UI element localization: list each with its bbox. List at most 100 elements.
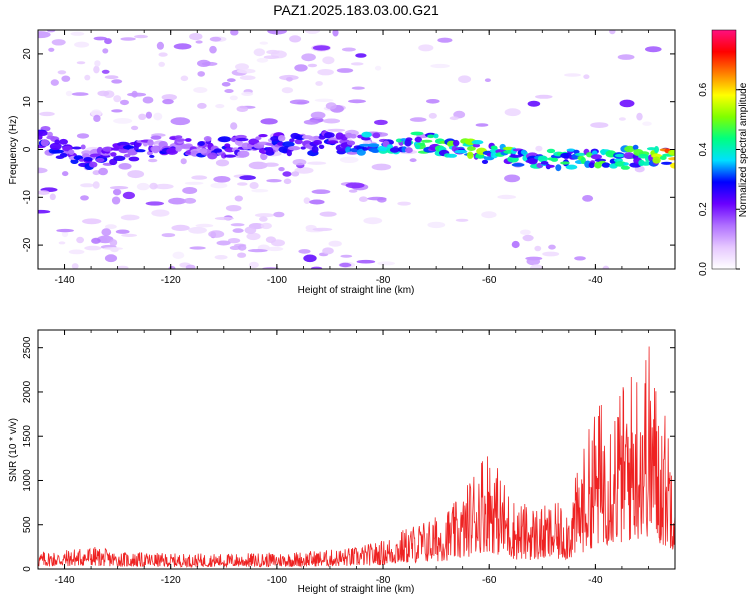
spectrogram-ridge-blob [70, 158, 79, 164]
spectrogram-ridge-blob [661, 161, 673, 165]
spectrogram-blob [94, 60, 101, 67]
spectrogram-blob [210, 182, 228, 189]
spectrogram-blob [377, 261, 396, 266]
spectrogram-blob [341, 47, 356, 52]
colorbar-tick-label: 0.0 [698, 262, 709, 276]
spectrogram-ridge-blob [467, 151, 474, 159]
spectrogram-blob [197, 71, 205, 77]
spectrogram-blob [105, 224, 117, 230]
spectrogram-ridge-blob [83, 157, 93, 162]
spectrogram-blob [104, 75, 119, 80]
spectrogram-ridge-blob [346, 151, 359, 155]
spectrogram-blob [158, 61, 165, 67]
spectrogram-blob [65, 90, 73, 97]
spectrogram-blob [148, 158, 158, 163]
spectrogram-blob [374, 119, 388, 125]
spectrogram-ridge-blob [420, 139, 433, 143]
spectrogram-blob [121, 233, 137, 237]
spectrogram-blob [104, 254, 118, 263]
spectrogram-ridge-blob [483, 156, 495, 161]
spectrogram-blob [197, 102, 207, 109]
spectrogram-blob [247, 249, 268, 253]
spectrogram-ridge-blob [318, 144, 325, 149]
spectrogram-blob [542, 251, 560, 257]
spectrogram-blob [70, 31, 85, 36]
spectrogram-ridge-blob [654, 146, 659, 154]
spectrogram-ridge-blob [652, 156, 661, 164]
spectrogram-blob [151, 209, 170, 217]
spectrogram-blob [92, 170, 101, 176]
spectrogram-blob [193, 87, 208, 93]
spectrogram-ridge-blob [197, 141, 205, 147]
spectrogram-blob [61, 171, 69, 177]
spectrogram-blob [310, 111, 326, 120]
spectrogram-blob [71, 92, 89, 96]
spectrogram-blob [61, 231, 69, 238]
spectrogram-blob [283, 178, 292, 185]
x-tick-label: -80 [376, 275, 391, 286]
spectrogram-blob [170, 117, 191, 126]
spectrogram-ridge-blob [300, 146, 306, 150]
spectrogram-blob [235, 63, 249, 71]
spectrogram-blob [173, 43, 192, 50]
spectrogram-ridge-blob [166, 147, 179, 155]
spectrogram-blob [367, 196, 387, 201]
spectrogram-ridge-blob [345, 146, 352, 154]
spectrogram-blob [182, 187, 198, 194]
spectrogram-ridge-blob [149, 154, 155, 158]
spectrogram-ridge-blob [78, 158, 85, 162]
spectrogram-ridge-blob [71, 146, 82, 150]
spectrogram-ridge-blob [128, 156, 140, 162]
spectrogram-ridge-blob [565, 164, 578, 170]
spectrogram-blob [248, 161, 268, 170]
spectrogram-ridge-blob [150, 135, 162, 140]
spectrogram-blob [158, 52, 168, 57]
spectrogram-blob [161, 233, 176, 238]
spectrogram-blob [189, 33, 203, 41]
spectrogram-blob [234, 195, 243, 202]
spectrogram-ridge-blob [509, 154, 522, 158]
spectrogram-ridge-blob [372, 132, 381, 139]
spectrogram-blob [522, 234, 534, 242]
spectrogram-ridge-blob [427, 134, 435, 139]
spectrogram-blob [281, 87, 294, 94]
spectrogram-ridge-blob [55, 155, 65, 159]
colorbar: 0.0 0.2 0.4 0.6 Normalized spectral amplitu… [698, 29, 749, 276]
spectrogram-blob [142, 96, 154, 104]
spectrogram-blob [93, 65, 100, 74]
spectrogram-blob [131, 125, 139, 131]
spectrogram-blob [232, 228, 244, 233]
spectrogram-blob [184, 181, 204, 185]
spectrogram-blob [57, 70, 67, 75]
spectrogram-blob [374, 65, 382, 71]
spectrogram-ridge-blob [640, 161, 652, 166]
spectrogram-ridge-blob [646, 147, 657, 151]
colorbar-scale [711, 29, 737, 270]
spectrogram-blob [263, 162, 279, 167]
spectrogram-blob [80, 183, 95, 188]
spectrogram-ridge-blob [472, 143, 481, 148]
spectrogram-blob [273, 211, 285, 218]
x-tick-label: -100 [267, 275, 287, 286]
spectrogram-ridge-blob [446, 153, 458, 158]
spectrogram-blob [246, 232, 261, 241]
spectrogram-blob [535, 145, 543, 152]
spectrogram-ridge-blob [415, 144, 421, 150]
spectrogram-blob [304, 30, 321, 34]
spectrogram-ridge-blob [601, 162, 611, 168]
spectrogram-blob [49, 193, 56, 201]
spectrogram-blob [97, 235, 114, 244]
spectrogram-ridge-blob [346, 140, 356, 146]
spectrogram-blob [180, 75, 189, 82]
spectrogram-blob [303, 197, 311, 205]
spectrogram-blob [50, 79, 59, 86]
spectrogram-ridge-blob [95, 157, 105, 163]
spectrogram-y-label: Frequency (Hz) [8, 116, 19, 185]
spectrogram-blob [249, 182, 259, 189]
spectrogram-blob [645, 46, 662, 53]
spectrogram-blob [428, 112, 437, 119]
spectrogram-blob [113, 118, 133, 124]
spectrogram-blob [113, 95, 122, 103]
spectrogram-blob [111, 109, 123, 113]
